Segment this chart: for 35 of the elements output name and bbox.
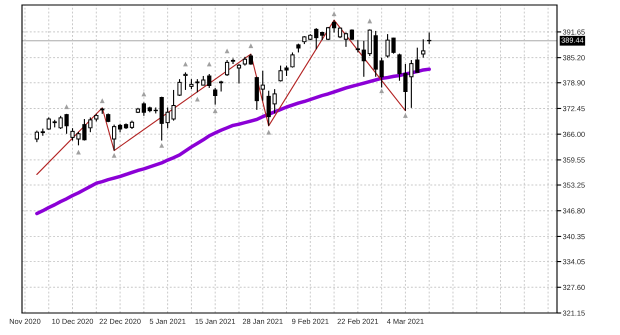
candlestick (397, 53, 402, 82)
candlestick (427, 32, 432, 45)
point (248, 43, 254, 48)
point (112, 152, 117, 158)
point (64, 104, 69, 110)
point (141, 92, 146, 96)
point (379, 88, 384, 94)
candlestick (177, 78, 182, 96)
point (332, 11, 336, 16)
point (212, 108, 218, 114)
candlestick (189, 78, 194, 90)
candlestick (224, 59, 230, 77)
candlestick (236, 63, 242, 84)
candlestick (290, 52, 295, 68)
point (206, 62, 212, 66)
candlestick (344, 32, 348, 48)
candlestick (278, 65, 283, 82)
point (266, 130, 272, 135)
point (194, 96, 200, 102)
candlestick (421, 38, 426, 58)
line-series (36, 20, 406, 176)
candlestick (70, 128, 75, 142)
point (76, 150, 81, 155)
point (183, 62, 188, 66)
candlestick (391, 37, 396, 54)
candlestick (385, 34, 390, 58)
candlestick (183, 72, 188, 90)
candlestick (219, 80, 224, 92)
candlestick (76, 131, 81, 146)
point (403, 113, 408, 118)
candlestick (284, 65, 289, 77)
candlestick (338, 27, 342, 39)
point (224, 48, 230, 54)
candlestick (213, 87, 218, 106)
point (367, 18, 372, 24)
